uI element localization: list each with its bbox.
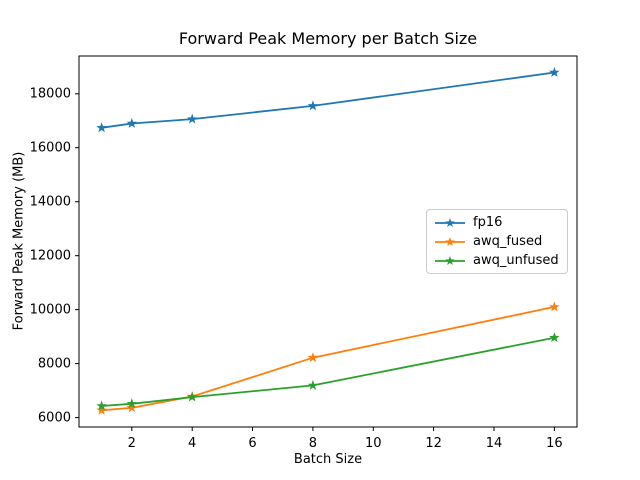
legend-entry-awq-fused: awq_fused (434, 233, 560, 251)
legend-label: fp16 (473, 215, 503, 230)
y-tick-label: 10000 (29, 302, 71, 318)
line-star-swatch-icon (435, 236, 465, 246)
series-marker-fp16 (96, 122, 107, 133)
series-marker-awq_fused (307, 352, 319, 363)
line-star-swatch-icon (435, 217, 465, 227)
x-tick-label: 12 (425, 436, 442, 451)
series-marker-fp16 (549, 67, 560, 77)
x-tick-label: 16 (546, 436, 563, 451)
series-marker-awq_fused (126, 402, 137, 413)
legend-marker-awq_fused (445, 236, 455, 246)
y-tick-label: 14000 (29, 194, 71, 210)
y-tick-label: 16000 (29, 140, 71, 156)
line-star-swatch-icon (435, 255, 465, 265)
y-tick-label: 6000 (37, 410, 71, 426)
series-marker-fp16 (307, 100, 319, 111)
series-line-fp16 (101, 71, 555, 129)
series-marker-awq_unfused (96, 400, 107, 411)
x-tick-label: 4 (188, 436, 197, 451)
x-tick-label: 6 (248, 436, 257, 451)
series-marker-fp16 (187, 113, 198, 124)
x-axis-label: Batch Size (293, 452, 363, 467)
series-line-awq_unfused (101, 336, 555, 407)
series-marker-awq_fused (549, 301, 560, 312)
series-marker-awq_unfused (187, 391, 198, 402)
x-tick-label: 10 (364, 436, 382, 451)
chart-title: Forward Peak Memory per Batch Size (178, 29, 478, 48)
series-marker-fp16 (126, 118, 137, 128)
y-tick-label: 12000 (29, 248, 71, 264)
legend: fp16 awq_fused awq_unfused (426, 209, 568, 274)
series-marker-awq_unfused (307, 379, 319, 390)
legend-label: awq_fused (473, 234, 543, 249)
legend-entry-fp16: fp16 (434, 214, 560, 232)
series-marker-awq_fused (96, 404, 107, 415)
legend-marker-fp16 (445, 217, 455, 227)
series-marker-awq_unfused (549, 332, 560, 343)
series-marker-awq_unfused (126, 398, 137, 409)
legend-label: awq_unfused (473, 253, 559, 268)
series-line-awq_fused (101, 306, 555, 412)
legend-entry-awq-unfused: awq_unfused (434, 252, 560, 270)
x-tick-label: 2 (127, 436, 136, 451)
axes-frame (78, 55, 578, 428)
x-tick-label: 14 (485, 436, 503, 451)
y-tick-label: 18000 (29, 86, 71, 102)
x-tick-label: 8 (308, 436, 318, 451)
y-tick-label: 8000 (37, 356, 71, 372)
legend-marker-awq_unfused (445, 255, 455, 265)
